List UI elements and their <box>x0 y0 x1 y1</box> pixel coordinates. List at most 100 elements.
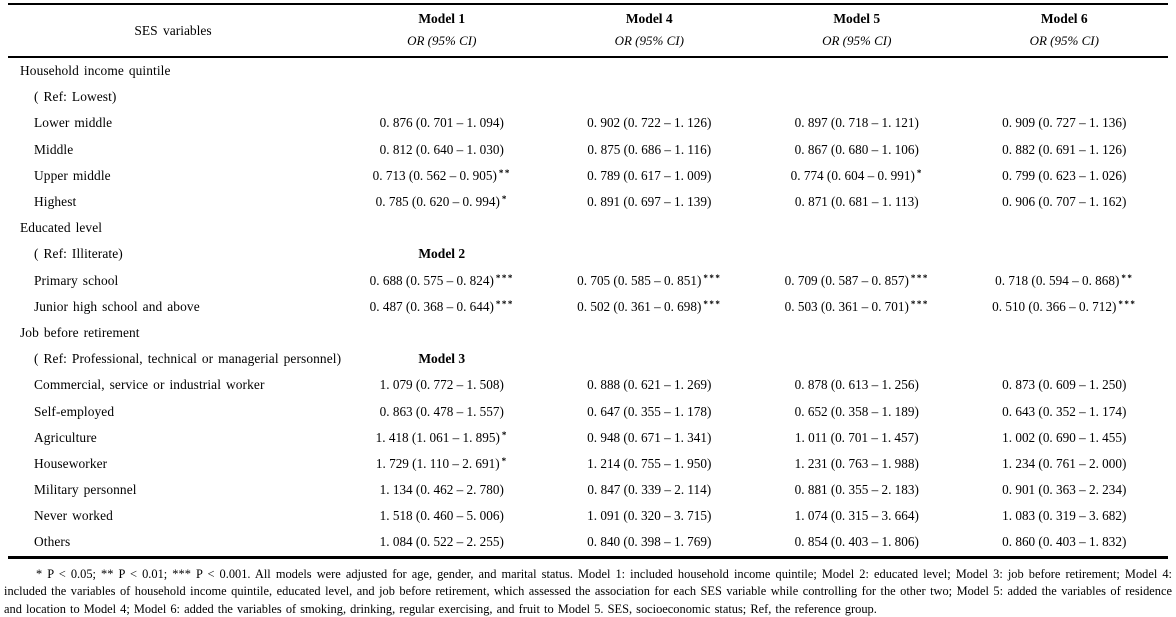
or-ci-cell: 0. 860 (0. 403 – 1. 832) <box>1002 534 1127 550</box>
significance-stars: * <box>501 194 508 205</box>
model-5-title: Model 5 <box>833 11 881 26</box>
or-ci-cell: 0. 881 (0. 355 – 2. 183) <box>794 482 919 498</box>
row-label: Job before retirement <box>20 324 140 340</box>
table-header: SES variables Model 1 OR (95% CI) Model … <box>8 3 1168 58</box>
or-ci-cell: 0. 875 (0. 686 – 1. 116) <box>587 141 712 157</box>
or-ci-cell: 0. 876 (0. 701 – 1. 094) <box>379 115 504 131</box>
row-label: Highest <box>34 194 77 210</box>
or-ci-cell: Model 3 <box>418 351 466 367</box>
or-ci-cell: 0. 854 (0. 403 – 1. 806) <box>794 534 919 550</box>
or-ci-cell: 0. 909 (0. 727 – 1. 136) <box>1002 115 1127 131</box>
table-row: Primary school 0. 688 (0. 575 – 0. 824) **… <box>8 268 1168 294</box>
model-4-title: Model 4 <box>625 11 673 26</box>
significance-stars: * <box>501 455 508 466</box>
table-row: Middle 0. 812 (0. 640 – 1. 030) 0. 875 (0.… <box>8 137 1168 163</box>
or-ci-cell: 0. 647 (0. 355 – 1. 178) <box>587 403 712 419</box>
or-ci-cell: 0. 487 (0. 368 – 0. 644) *** <box>369 298 514 314</box>
or-ci-cell: 0. 785 (0. 620 – 0. 994) * <box>375 194 508 210</box>
table-row: ( Ref: Professional, technical or manage… <box>8 346 1168 372</box>
row-label: Educated level <box>20 220 103 236</box>
row-label: Others <box>34 534 71 550</box>
or-ci-cell: 0. 502 (0. 361 – 0. 698) *** <box>577 298 722 314</box>
model-4-subtitle: OR (95% CI) <box>614 33 684 48</box>
or-ci-cell: 1. 518 (0. 460 – 5. 006) <box>379 508 504 524</box>
table-row: Others 1. 084 (0. 522 – 2. 255) 0. 840 (0.… <box>8 529 1168 555</box>
or-ci-cell: 0. 510 (0. 366 – 0. 712) *** <box>992 298 1137 314</box>
or-ci-cell: 0. 867 (0. 680 – 1. 106) <box>794 141 919 157</box>
or-ci-cell: 0. 901 (0. 363 – 2. 234) <box>1002 482 1127 498</box>
significance-stars: * <box>916 167 923 178</box>
table-row: Houseworker 1. 729 (1. 110 – 2. 691) * 1. 2… <box>8 451 1168 477</box>
or-ci-cell: 1. 084 (0. 522 – 2. 255) <box>379 534 504 550</box>
table-row: Military personnel 1. 134 (0. 462 – 2. 78… <box>8 477 1168 503</box>
table-section-row: Educated level <box>8 215 1168 241</box>
significance-stars: ** <box>498 167 511 178</box>
model-1-subtitle: OR (95% CI) <box>407 33 477 48</box>
row-label: Upper middle <box>34 167 111 183</box>
row-label: Household income quintile <box>20 63 171 79</box>
significance-stars: *** <box>910 298 929 309</box>
or-ci-cell: 1. 729 (1. 110 – 2. 691) * <box>375 455 508 471</box>
or-ci-cell: 0. 643 (0. 352 – 1. 174) <box>1002 403 1127 419</box>
row-label: Never worked <box>34 508 113 524</box>
row-label: Middle <box>34 141 74 157</box>
or-ci-cell: 0. 774 (0. 604 – 0. 991) * <box>790 167 923 183</box>
or-ci-cell: 0. 873 (0. 609 – 1. 250) <box>1002 377 1127 393</box>
row-label: Junior high school and above <box>34 298 200 314</box>
or-ci-cell: 0. 705 (0. 585 – 0. 851) *** <box>577 272 722 288</box>
row-label: Commercial, service or industrial worker <box>34 377 265 393</box>
row-label: Self-employed <box>34 403 115 419</box>
or-ci-cell: 0. 902 (0. 722 – 1. 126) <box>587 115 712 131</box>
model-6-subtitle: OR (95% CI) <box>1029 33 1099 48</box>
or-ci-cell: 1. 074 (0. 315 – 3. 664) <box>794 508 919 524</box>
table-row: Lower middle 0. 876 (0. 701 – 1. 094) 0. 9… <box>8 110 1168 136</box>
significance-stars: *** <box>703 298 722 309</box>
header-model-6: Model 6 OR (95% CI) <box>961 10 1169 51</box>
regression-table: SES variables Model 1 OR (95% CI) Model … <box>8 3 1168 559</box>
or-ci-cell: 0. 948 (0. 671 – 1. 341) <box>587 429 712 445</box>
or-ci-cell: Model 2 <box>418 246 466 262</box>
or-ci-cell: 1. 079 (0. 772 – 1. 508) <box>379 377 504 393</box>
significance-stars: * <box>501 429 508 440</box>
or-ci-cell: 0. 799 (0. 623 – 1. 026) <box>1002 167 1127 183</box>
or-ci-cell: 1. 083 (0. 319 – 3. 682) <box>1002 508 1127 524</box>
table-row: ( Ref: Illiterate) Model 2 <box>8 241 1168 267</box>
or-ci-cell: 0. 882 (0. 691 – 1. 126) <box>1002 141 1127 157</box>
row-label: ( Ref: Illiterate) <box>34 246 123 262</box>
or-ci-cell: 0. 652 (0. 358 – 1. 189) <box>794 403 919 419</box>
or-ci-cell: 0. 891 (0. 697 – 1. 139) <box>587 194 712 210</box>
significance-stars: ** <box>1121 272 1134 283</box>
or-ci-cell: 1. 011 (0. 701 – 1. 457) <box>794 429 919 445</box>
or-ci-cell: 0. 897 (0. 718 – 1. 121) <box>794 115 919 131</box>
table-row: Never worked 1. 518 (0. 460 – 5. 006) 1. 0… <box>8 503 1168 529</box>
or-ci-cell: 0. 847 (0. 339 – 2. 114) <box>587 482 712 498</box>
or-ci-cell: 0. 688 (0. 575 – 0. 824) *** <box>369 272 514 288</box>
row-label: Agriculture <box>34 429 97 445</box>
significance-stars: *** <box>495 272 514 283</box>
or-ci-cell: 0. 812 (0. 640 – 1. 030) <box>379 141 504 157</box>
header-ses-variables: SES variables <box>134 22 212 38</box>
or-ci-cell: 1. 234 (0. 761 – 2. 000) <box>1002 455 1127 471</box>
table-row: ( Ref: Lowest) <box>8 84 1168 110</box>
table-row: Junior high school and above 0. 487 (0. 3… <box>8 294 1168 320</box>
row-label: Military personnel <box>34 482 137 498</box>
or-ci-cell: 1. 418 (1. 061 – 1. 895) * <box>375 429 508 445</box>
or-ci-cell: 1. 002 (0. 690 – 1. 455) <box>1002 429 1127 445</box>
row-label: ( Ref: Professional, technical or manage… <box>34 351 342 367</box>
or-ci-cell: 0. 840 (0. 398 – 1. 769) <box>587 534 712 550</box>
or-ci-cell: 0. 718 (0. 594 – 0. 868) ** <box>995 272 1134 288</box>
header-model-4: Model 4 OR (95% CI) <box>546 10 754 51</box>
significance-stars: *** <box>703 272 722 283</box>
table-row: Agriculture 1. 418 (1. 061 – 1. 895) * 0. 9… <box>8 425 1168 451</box>
table-row: Self-employed 0. 863 (0. 478 – 1. 557) 0. … <box>8 398 1168 424</box>
or-ci-cell: 1. 134 (0. 462 – 2. 780) <box>379 482 504 498</box>
table-body: Household income quintile ( Ref: Lowest) L… <box>8 58 1168 559</box>
or-ci-cell: 0. 713 (0. 562 – 0. 905) ** <box>372 167 511 183</box>
or-ci-cell: 0. 871 (0. 681 – 1. 113) <box>794 194 919 210</box>
or-ci-cell: 0. 906 (0. 707 – 1. 162) <box>1002 194 1127 210</box>
or-ci-cell: 0. 888 (0. 621 – 1. 269) <box>587 377 712 393</box>
model-1-title: Model 1 <box>418 11 466 26</box>
table-row: Highest 0. 785 (0. 620 – 0. 994) * 0. 891 (… <box>8 189 1168 215</box>
significance-stars: *** <box>1118 298 1137 309</box>
